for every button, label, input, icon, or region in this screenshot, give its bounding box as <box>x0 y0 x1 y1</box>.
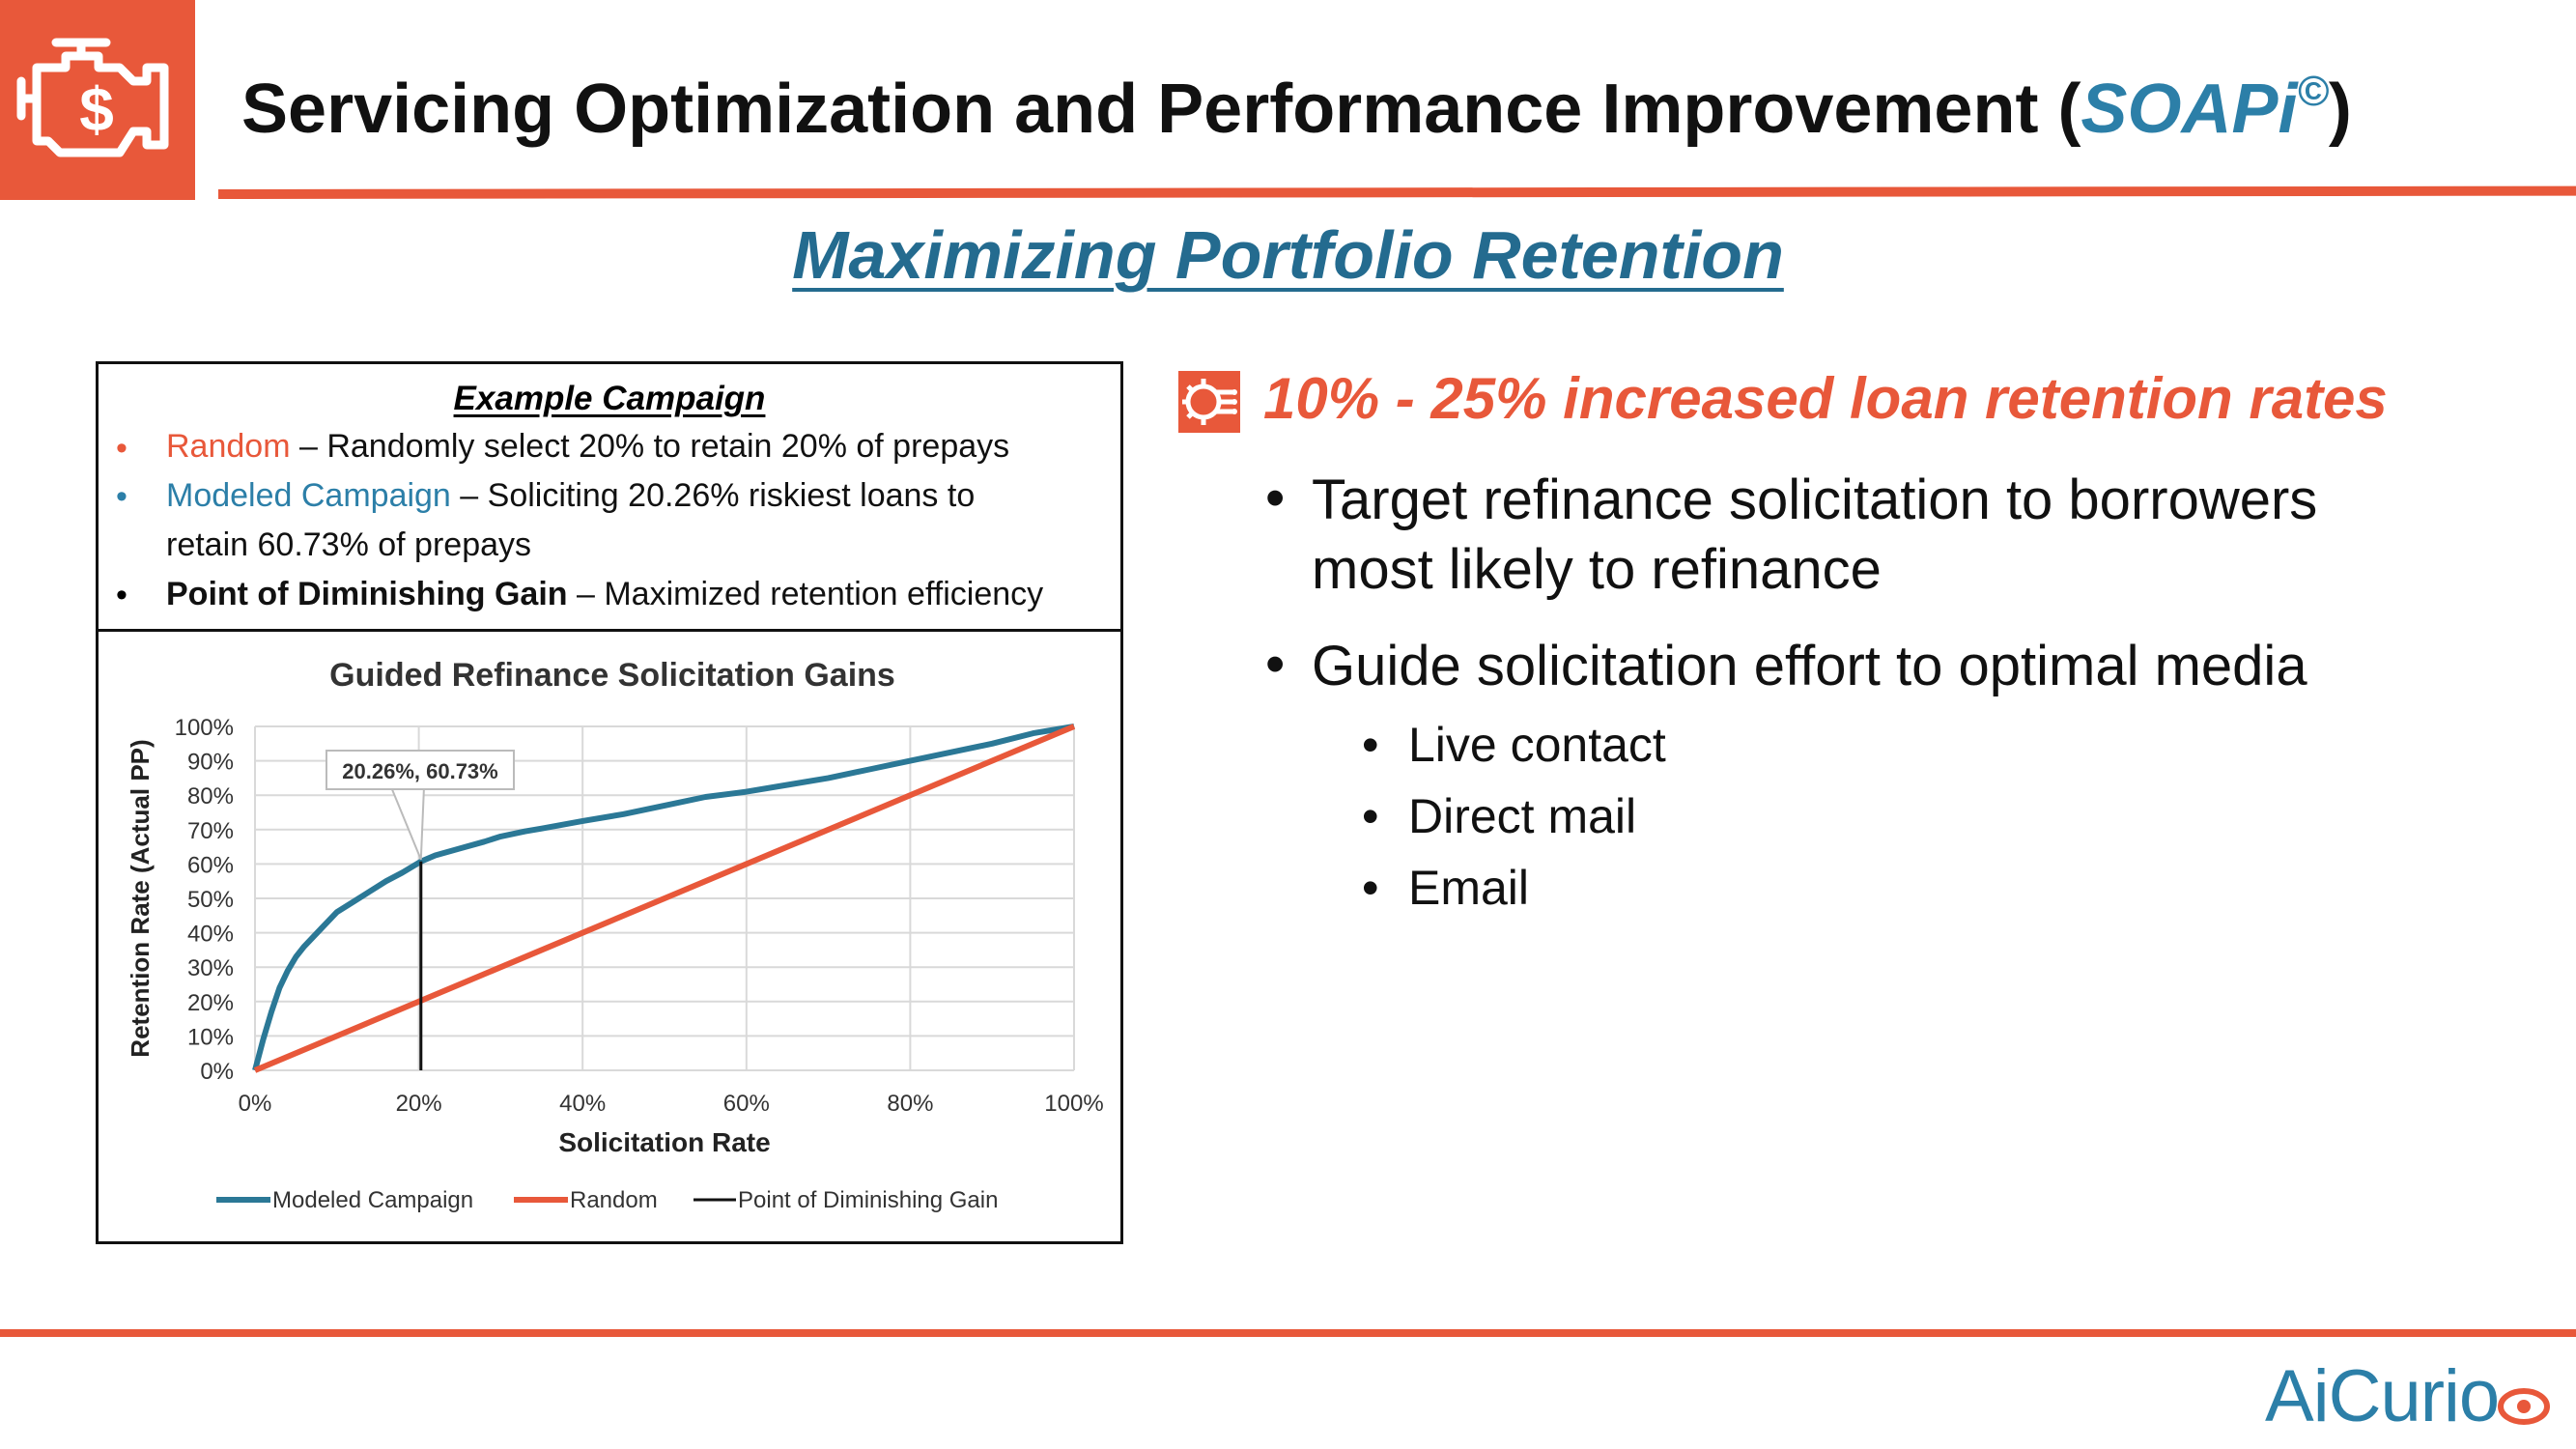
logo-eye-icon <box>2498 1388 2550 1425</box>
x-axis-label: Solicitation Rate <box>558 1127 770 1157</box>
y-tick-label: 10% <box>187 1024 234 1050</box>
campaign-item-random: Random – Randomly select 20% to retain 2… <box>166 428 1009 466</box>
series-line-modeled-campaign <box>252 724 1075 1071</box>
gear-chip-icon <box>1178 371 1240 433</box>
x-tick-label: 80% <box>887 1091 933 1117</box>
campaign-bullet-modeled: • <box>116 478 127 515</box>
footer-divider <box>0 1329 2576 1337</box>
y-tick-label: 40% <box>187 922 234 948</box>
y-tick-label: 60% <box>187 852 234 878</box>
sub-bullet-text: Live contact <box>1408 718 1666 772</box>
campaign-title: Example Campaign <box>453 380 766 417</box>
chart-panel: Guided Refinance Solicitation Gains 0% 10… <box>96 632 1123 1244</box>
legend-label: Random <box>570 1187 658 1213</box>
y-tick-label: 0% <box>200 1059 234 1085</box>
bullet-line: most likely to refinance <box>1312 538 1882 601</box>
sub-bullet-text: Direct mail <box>1408 789 1637 843</box>
x-tick-label: 100% <box>1044 1091 1103 1117</box>
y-tick-label: 90% <box>187 750 234 776</box>
campaign-item-diminishing: Point of Diminishing Gain – Maximized re… <box>166 576 1043 613</box>
svg-text:$: $ <box>79 74 114 144</box>
campaign-bullet-random: • <box>116 430 127 467</box>
bullet-dot: • <box>1265 467 1286 529</box>
x-tick-label: 0% <box>239 1091 272 1117</box>
annotation-pointer <box>390 788 425 861</box>
campaign-label-diminishing: Point of Diminishing Gain <box>166 576 568 612</box>
feature-headline: 10% - 25% increased loan retention rates <box>1263 366 2388 431</box>
y-tick-label: 70% <box>187 818 234 844</box>
annotation-box <box>326 750 515 790</box>
x-tick-label: 20% <box>396 1091 442 1117</box>
campaign-text-random: – Randomly select 20% to retain 20% of p… <box>290 428 1010 465</box>
aicurio-logo: AiCurio <box>2265 1354 2550 1438</box>
header-divider <box>217 185 2576 199</box>
y-tick-label: 50% <box>187 887 234 913</box>
title-accent-text: SOAPi© <box>2081 68 2329 149</box>
y-axis-label: Retention Rate (Actual PP) <box>126 739 155 1057</box>
engine-dollar-icon: $ <box>16 38 169 157</box>
bullet-dot: • <box>1362 718 1379 772</box>
campaign-item-modeled-cont: retain 60.73% of prepays <box>166 526 532 563</box>
title-main-text: Servicing Optimization and Performance I… <box>241 71 2081 148</box>
y-tick-label: 30% <box>187 955 234 981</box>
campaign-label-random: Random <box>166 428 291 465</box>
annotation-label: 20.26%, 60.73% <box>342 759 497 783</box>
campaign-text-diminishing: – Maximized retention efficiency <box>567 576 1044 612</box>
section-subtitle: Maximizing Portfolio Retention <box>792 217 1784 293</box>
engine-logo-tile: $ <box>0 0 195 200</box>
series-line-random <box>253 724 1076 1073</box>
bullet-line: Target refinance solicitation to borrowe… <box>1312 469 2318 531</box>
chart-title: Guided Refinance Solicitation Gains <box>329 657 895 694</box>
y-tick-label: 20% <box>187 990 234 1016</box>
logo-ai-text: Ai <box>2265 1355 2330 1437</box>
campaign-item-modeled: Modeled Campaign – Soliciting 20.26% ris… <box>166 477 975 515</box>
title-close-paren: ) <box>2328 71 2352 148</box>
bullet-line: Guide solicitation effort to optimal med… <box>1312 635 2307 697</box>
legend-label: Point of Diminishing Gain <box>738 1187 998 1213</box>
y-tick-label: 100% <box>175 715 234 741</box>
bullet-dot: • <box>1362 789 1379 843</box>
sub-bullet-text: Email <box>1408 861 1530 915</box>
bullet-dot: • <box>1362 861 1379 915</box>
x-tick-label: 40% <box>559 1091 606 1117</box>
page-title: Servicing Optimization and Performance I… <box>241 66 2352 153</box>
x-tick-label: 60% <box>723 1091 770 1117</box>
campaign-text-modeled: – Soliciting 20.26% riskiest loans to <box>450 477 976 514</box>
bullet-dot: • <box>1265 633 1286 696</box>
title-acronym: SOAPi <box>2081 71 2298 148</box>
example-campaign-box: Example Campaign • Random – Randomly sel… <box>96 361 1123 632</box>
campaign-bullet-diminishing: • <box>116 577 127 613</box>
copyright-mark: © <box>2297 68 2329 115</box>
legend-label: Modeled Campaign <box>272 1187 473 1213</box>
y-tick-label: 80% <box>187 783 234 810</box>
retention-chart: Guided Refinance Solicitation Gains 0% 10… <box>126 657 1104 1213</box>
logo-curio-text: Curio <box>2328 1355 2501 1437</box>
campaign-label-modeled: Modeled Campaign <box>166 477 451 514</box>
